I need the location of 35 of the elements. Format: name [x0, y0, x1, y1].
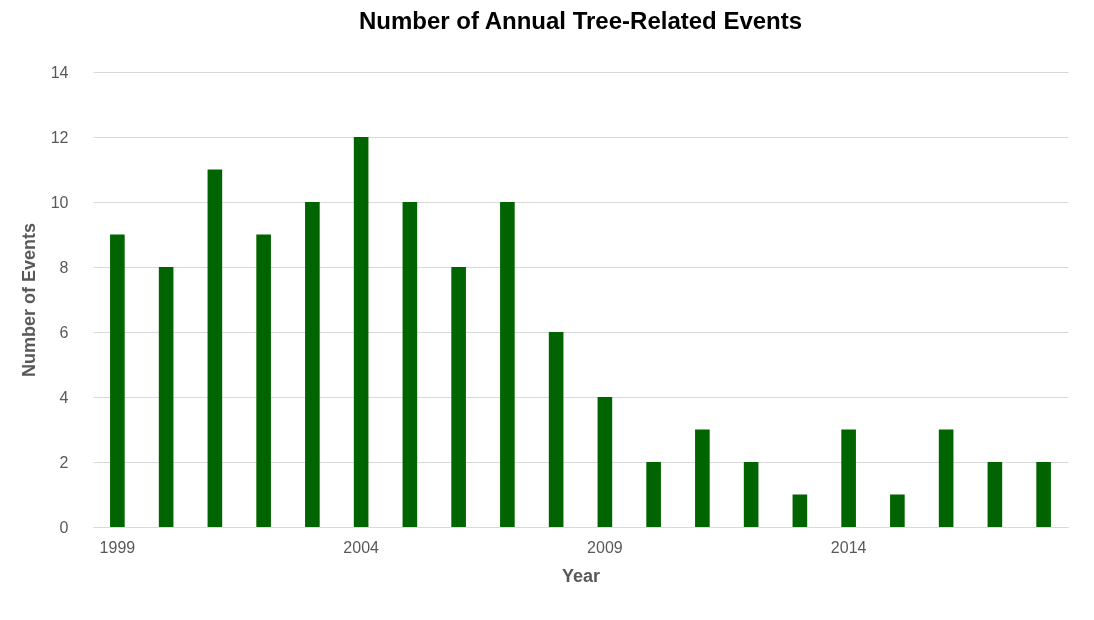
chart-title: Number of Annual Tree-Related Events [358, 7, 803, 34]
bar [792, 494, 808, 527]
y-tick-label: 12 [50, 128, 69, 146]
x-tick-label: 2014 [830, 538, 867, 556]
bar [500, 202, 515, 527]
y-axis-title: Number of Events [18, 222, 39, 378]
bar [841, 429, 856, 527]
x-axis-title: Year [561, 565, 601, 586]
bar [743, 462, 759, 527]
bar [305, 202, 320, 527]
bar [695, 429, 710, 527]
x-tick-label: 1999 [99, 538, 136, 556]
bar [938, 429, 954, 527]
y-tick-label: 4 [59, 388, 69, 406]
y-tick-label: 0 [59, 518, 69, 536]
bar [256, 234, 271, 527]
y-tick-label: 10 [50, 193, 69, 211]
bar [987, 462, 1003, 527]
bar [646, 462, 661, 527]
bar [110, 234, 125, 527]
bar [597, 397, 613, 527]
bar [1036, 462, 1051, 527]
bar [548, 332, 564, 527]
y-tick-label: 2 [59, 453, 69, 471]
bar [402, 202, 418, 527]
bar [353, 137, 369, 527]
bar [207, 169, 223, 527]
bar [158, 267, 174, 527]
y-tick-label: 6 [59, 323, 69, 341]
y-tick-label: 8 [59, 258, 69, 276]
y-tick-label: 14 [50, 63, 69, 81]
x-tick-label: 2009 [587, 538, 623, 556]
bar [890, 494, 905, 527]
bar [451, 267, 466, 527]
x-tick-label: 2004 [343, 538, 380, 556]
